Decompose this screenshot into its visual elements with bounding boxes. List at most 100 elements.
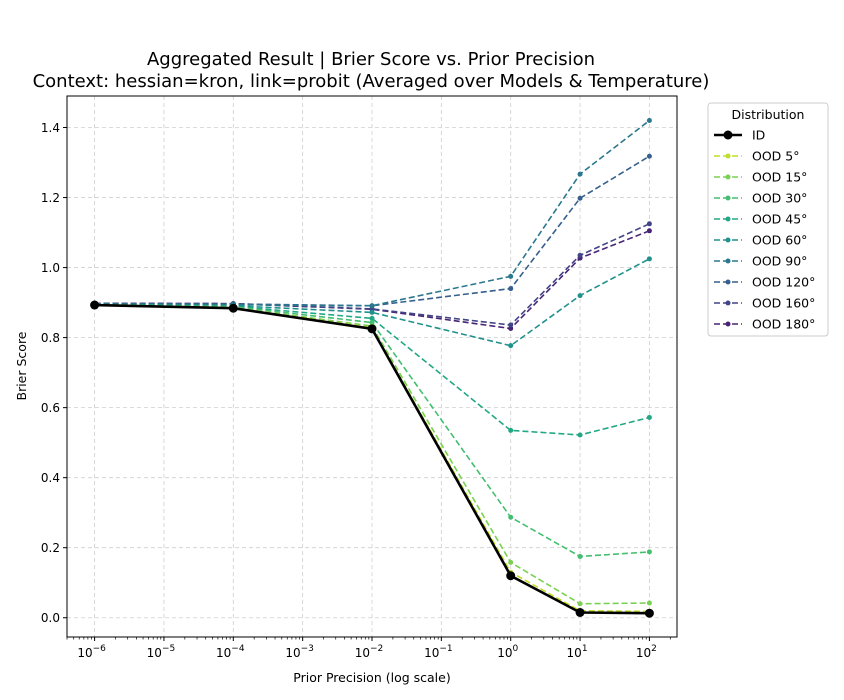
data-point [508, 559, 514, 565]
series-lines [90, 118, 654, 618]
chart-subtitle: Context: hessian=kron, link=probit (Aver… [33, 71, 710, 92]
series-line [94, 258, 650, 347]
series-line [94, 303, 650, 615]
legend-marker [725, 300, 731, 306]
y-tick-label: 0.6 [41, 401, 60, 415]
x-tick-label: 100 [497, 644, 518, 660]
legend-marker [725, 321, 731, 327]
x-tick-label: 10−3 [285, 644, 314, 660]
y-tick-label: 1.2 [41, 191, 60, 205]
x-tick-label: 101 [567, 644, 588, 660]
legend-marker [725, 258, 731, 264]
data-point [508, 286, 514, 292]
series-ood-30- [92, 302, 652, 559]
legend-label: OOD 5° [752, 149, 799, 164]
x-tick-label: 102 [636, 644, 657, 660]
data-point [369, 309, 375, 315]
legend-marker [725, 195, 731, 201]
legend-marker [725, 279, 731, 285]
legend-label: ID [752, 128, 765, 143]
legend-item: ID [714, 128, 765, 143]
plot-frame [66, 95, 678, 638]
x-tick-label: 10−2 [355, 644, 384, 660]
legend-item: OOD 90° [714, 254, 807, 269]
legend-marker [725, 153, 731, 159]
legend-label: OOD 45° [752, 212, 807, 227]
series-line [94, 303, 650, 558]
legend-item: OOD 160° [714, 296, 815, 311]
data-point [506, 571, 516, 581]
y-tick-label: 1.0 [41, 261, 60, 275]
y-tick-label: 0.0 [41, 611, 60, 625]
data-point [508, 427, 514, 433]
legend-label: OOD 30° [752, 191, 807, 206]
data-point [646, 228, 652, 234]
y-tick-label: 0.2 [41, 541, 60, 555]
data-point [575, 607, 585, 617]
legend-title: Distribution [732, 107, 805, 122]
series-line [94, 230, 650, 330]
legend-label: OOD 160° [752, 296, 815, 311]
data-point [577, 553, 583, 559]
series-line [94, 223, 650, 326]
legend-label: OOD 120° [752, 275, 815, 290]
data-point [369, 303, 375, 309]
data-point [646, 153, 652, 159]
data-point [646, 414, 652, 420]
data-point [90, 300, 100, 310]
data-point [577, 601, 583, 607]
legend-box [707, 102, 829, 337]
series-id [90, 300, 654, 618]
data-point [646, 549, 652, 555]
grid [67, 96, 677, 637]
legend: Distribution ID OOD 5° OOD 15° OOD 30° OOD 4… [707, 102, 829, 337]
y-axis-ticks: 0.0 0.2 0.4 0.6 0.8 1.0 1.2 1.4 [41, 121, 67, 625]
data-point [508, 343, 514, 349]
data-point [508, 514, 514, 520]
legend-marker [723, 130, 733, 140]
legend-label: OOD 60° [752, 233, 807, 248]
x-axis-ticks: 10−6 10−5 10−4 10−3 10−2 10−1 100 101 102 [66, 637, 671, 660]
data-point [508, 273, 514, 279]
data-point [644, 608, 654, 618]
legend-marker [725, 216, 731, 222]
legend-item: OOD 5° [714, 149, 799, 164]
data-point [577, 293, 583, 299]
y-axis-label: Brier Score [14, 331, 29, 400]
series-line [94, 304, 650, 605]
legend-label: OOD 15° [752, 170, 807, 185]
legend-label: OOD 90° [752, 254, 807, 269]
legend-item: OOD 15° [714, 170, 807, 185]
chart-title: Aggregated Result | Brier Score vs. Prio… [147, 49, 595, 70]
y-tick-label: 1.4 [41, 121, 60, 135]
legend-item: OOD 30° [714, 191, 807, 206]
legend-marker [725, 237, 731, 243]
y-tick-label: 0.8 [41, 331, 60, 345]
data-point [228, 303, 238, 313]
data-point [508, 326, 514, 332]
data-point [646, 221, 652, 227]
x-tick-label: 10−1 [424, 644, 453, 660]
legend-item: OOD 180° [714, 317, 815, 332]
legend-item: OOD 60° [714, 233, 807, 248]
data-point [577, 432, 583, 438]
x-tick-label: 10−5 [147, 644, 176, 660]
data-point [646, 118, 652, 124]
data-point [646, 600, 652, 606]
data-point [369, 320, 375, 326]
data-point [369, 315, 375, 321]
data-point [577, 252, 583, 258]
x-axis-label: Prior Precision (log scale) [293, 670, 450, 685]
legend-item: OOD 45° [714, 212, 807, 227]
data-point [367, 324, 377, 334]
series-line [94, 155, 650, 307]
x-tick-label: 10−6 [77, 644, 106, 660]
data-point [646, 256, 652, 262]
data-point [577, 171, 583, 177]
x-tick-label: 10−4 [216, 644, 245, 660]
legend-label: OOD 180° [752, 317, 815, 332]
y-tick-label: 0.4 [41, 471, 60, 485]
data-point [508, 322, 514, 328]
data-point [577, 195, 583, 201]
